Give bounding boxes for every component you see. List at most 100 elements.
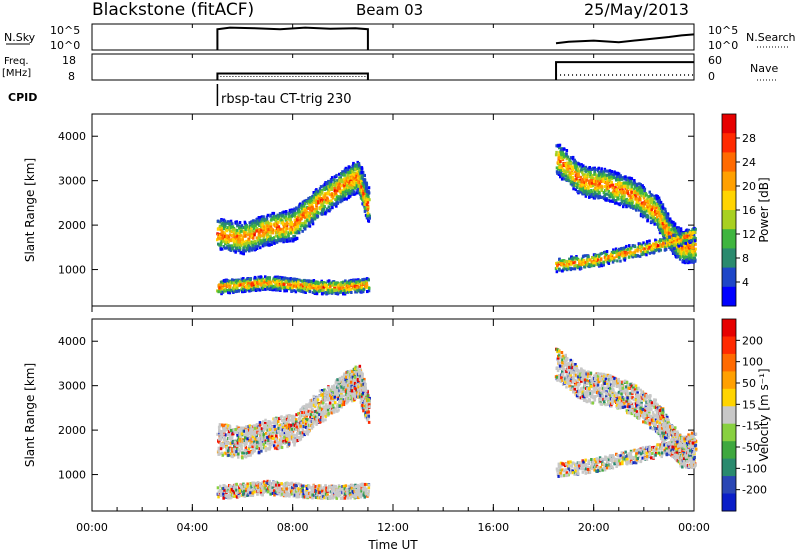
range-cell (236, 447, 239, 451)
range-cell (245, 239, 248, 243)
range-cell (301, 280, 304, 284)
range-cell (285, 222, 288, 226)
range-cell (605, 169, 609, 173)
range-cell (639, 191, 643, 195)
range-cell (613, 175, 616, 179)
range-cell (217, 449, 220, 453)
colorbar-tick-label: 4 (742, 276, 749, 289)
range-cell (642, 241, 645, 245)
station-title: Blackstone (fitACF) (92, 0, 254, 20)
range-cell (313, 195, 316, 199)
range-cell (351, 170, 354, 173)
range-cell (269, 280, 273, 284)
range-cell (363, 281, 366, 285)
range-cell (665, 243, 669, 247)
range-cell (302, 202, 305, 206)
range-cell (610, 177, 614, 181)
range-cell (654, 218, 658, 222)
noise-sky-line (216, 26, 369, 51)
range-cell (693, 249, 697, 253)
range-cell (598, 254, 601, 258)
range-cell (358, 191, 361, 195)
range-cell (691, 256, 694, 259)
range-cell (633, 245, 636, 249)
range-cell (280, 282, 283, 286)
range-cell (310, 205, 314, 209)
range-cell (357, 285, 360, 289)
range-cell (267, 225, 271, 229)
range-cell (336, 182, 339, 186)
colorbar-tick-label: 28 (742, 132, 756, 145)
range-cell (330, 289, 333, 293)
range-cell (575, 172, 578, 176)
range-cell (659, 248, 662, 252)
range-cell (572, 180, 576, 184)
range-cell (665, 228, 669, 232)
range-cell (293, 224, 296, 228)
range-cell (245, 282, 249, 286)
range-cell (251, 229, 254, 233)
range-cell (341, 170, 344, 174)
range-cell (638, 195, 641, 199)
range-cell (614, 199, 618, 202)
range-cell (624, 248, 628, 252)
range-cell (349, 172, 353, 176)
range-cell (349, 288, 352, 291)
range-cell (637, 242, 641, 246)
range-cell (584, 194, 588, 198)
range-cell (304, 202, 307, 206)
range-cell (615, 255, 618, 259)
range-cell (682, 241, 685, 245)
range-cell (356, 170, 359, 174)
range-cell (634, 205, 638, 209)
range-cell (634, 248, 637, 252)
range-cell (306, 218, 309, 222)
range-cell (577, 172, 580, 176)
range-cell (671, 249, 675, 253)
range-cell (677, 249, 680, 253)
range-cell (228, 441, 231, 445)
range-cell (239, 435, 242, 439)
range-cell (299, 217, 303, 221)
range-cell (619, 177, 622, 181)
range-cell (365, 277, 369, 281)
range-cell (568, 260, 571, 264)
range-cell (307, 214, 311, 218)
range-cell (559, 175, 562, 179)
colorbar-swatch (722, 248, 736, 269)
range-cell (634, 194, 637, 198)
range-cell (586, 173, 590, 176)
range-cell (328, 188, 331, 191)
range-cell (604, 176, 607, 180)
range-cell (598, 170, 601, 174)
range-cell (340, 180, 343, 184)
range-cell (218, 283, 221, 287)
range-cell (240, 277, 243, 281)
range-cell (301, 221, 304, 225)
range-cell (675, 251, 679, 255)
range-cell (274, 224, 277, 228)
range-cell (584, 186, 587, 190)
range-cell (227, 453, 230, 457)
range-cell (254, 289, 258, 292)
range-cell (275, 220, 279, 224)
range-cell (315, 188, 318, 192)
range-cell (313, 217, 317, 221)
range-cell (656, 220, 660, 224)
range-cell (679, 227, 683, 231)
range-cell (260, 241, 263, 245)
range-cell (266, 287, 270, 291)
range-cell (311, 219, 315, 223)
range-cell (598, 195, 602, 199)
power-ylabel: Slant Range [km] (23, 158, 37, 262)
range-cell (606, 177, 610, 181)
range-cell (622, 198, 626, 202)
range-cell (225, 289, 229, 292)
range-cell (639, 214, 643, 218)
range-cell (593, 194, 596, 197)
range-cell (222, 444, 226, 448)
range-cell (256, 285, 260, 288)
range-cell (251, 244, 255, 248)
range-cell (614, 183, 618, 186)
range-cell (620, 248, 623, 252)
